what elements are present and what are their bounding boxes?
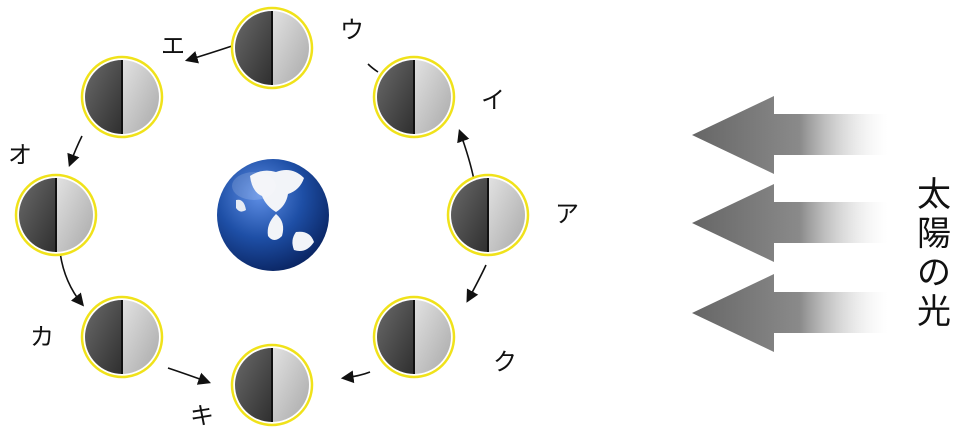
orbit-arrow-icon <box>367 63 379 73</box>
sunlight-arrow-icon <box>692 184 888 262</box>
earth-icon <box>217 159 329 271</box>
position-label-u: ウ <box>340 16 364 44</box>
moon-icon <box>446 173 530 257</box>
orbit-arrow-icon <box>340 370 371 384</box>
sunlight-label-char: 太 <box>917 175 951 215</box>
moon-icon <box>372 295 456 379</box>
position-label-i: イ <box>481 86 505 114</box>
position-label-a: ア <box>555 200 579 228</box>
position-label-ka: カ <box>30 323 54 351</box>
moon-icon <box>14 173 98 257</box>
position-label-o: オ <box>8 141 32 169</box>
moon-icon <box>230 343 314 427</box>
moon-icon <box>372 55 456 139</box>
position-label-ki: キ <box>190 402 214 430</box>
moon-icon <box>80 55 164 139</box>
moon-icon <box>230 6 314 90</box>
position-label-e: エ <box>161 32 185 60</box>
sunlight-arrow-icon <box>692 96 888 174</box>
orbit-arrow-icon <box>184 45 233 64</box>
orbit-arrow-icon <box>167 367 212 385</box>
orbit-arrow-icon <box>466 264 487 303</box>
orbit-arrow-icon <box>67 135 83 167</box>
sunlight-arrow-icon <box>692 274 888 352</box>
moons <box>14 6 530 427</box>
sunlight-label-char: の <box>917 253 951 293</box>
sunlight-label: 太 陽 の 光 <box>916 176 952 332</box>
sunlight-arrows <box>692 96 888 352</box>
position-label-ku: ク <box>493 348 517 376</box>
sunlight-label-char: 陽 <box>917 214 951 254</box>
orbit-arrow-icon <box>59 251 85 307</box>
moon-icon <box>80 295 164 379</box>
orbit-arrow-icon <box>457 128 475 181</box>
sunlight-label-char: 光 <box>917 292 951 332</box>
